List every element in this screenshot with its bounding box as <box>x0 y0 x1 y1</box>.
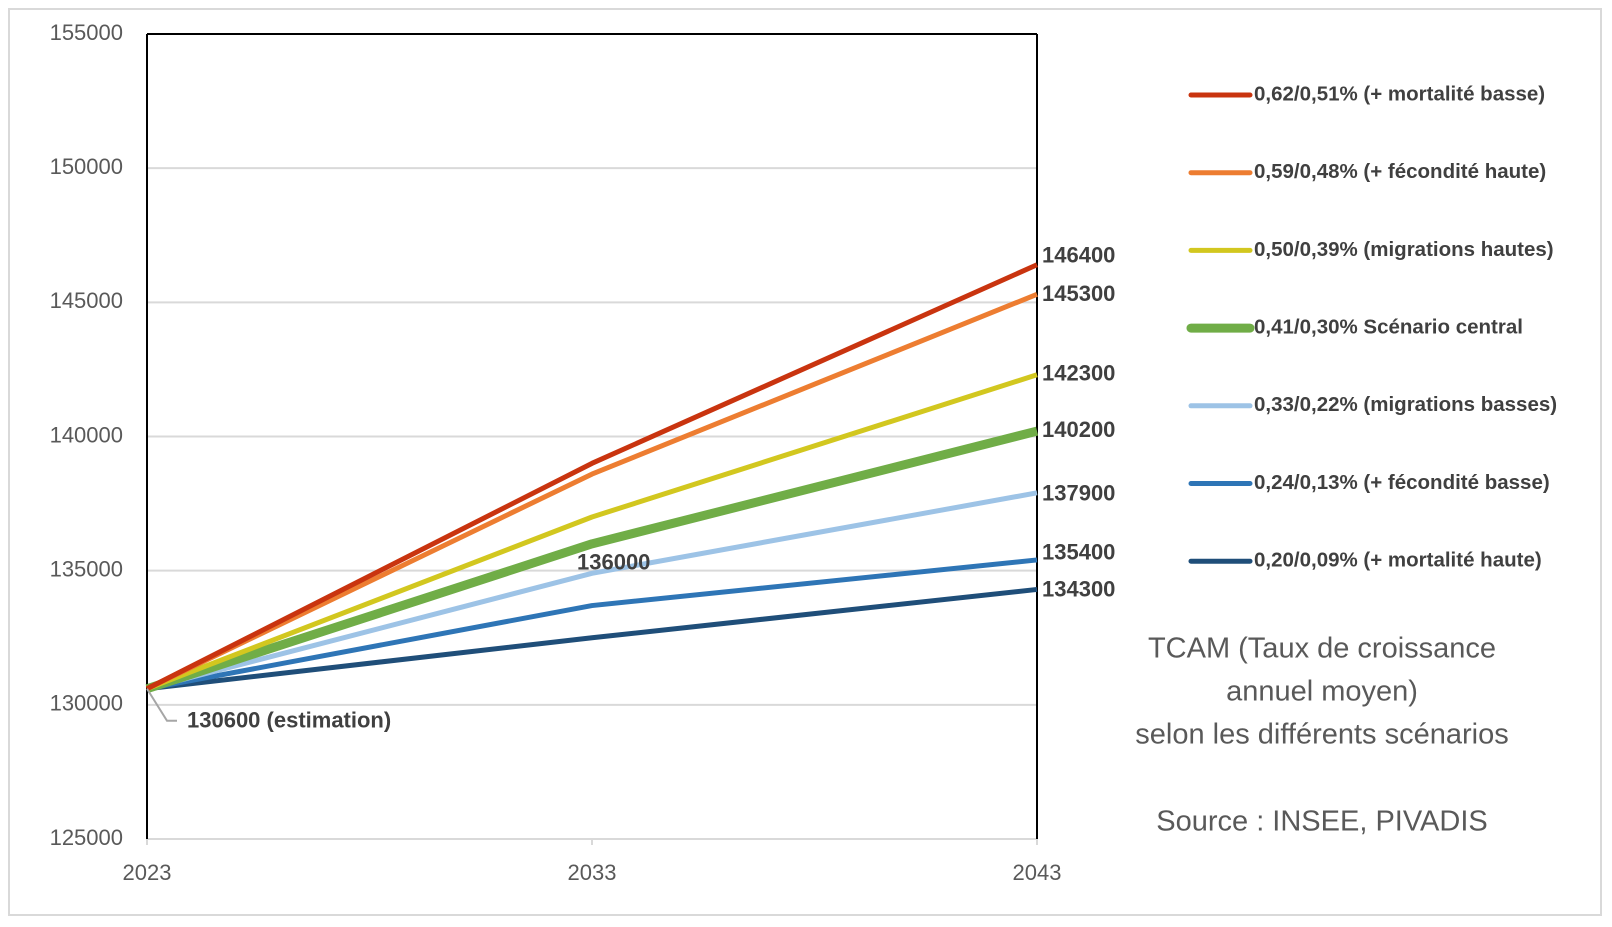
x-tick-label: 2023 <box>123 860 172 885</box>
y-tick-label: 155000 <box>50 20 123 45</box>
x-tick-label: 2033 <box>568 860 617 885</box>
series-line <box>146 586 1038 692</box>
legend-label: 0,62/0,51% (+ mortalité basse) <box>1254 82 1545 105</box>
series-line <box>145 426 1039 694</box>
data-label: 140200 <box>1042 417 1115 442</box>
y-tick-label: 150000 <box>50 154 123 179</box>
data-label: 145300 <box>1042 281 1115 306</box>
y-tick-label: 135000 <box>50 556 123 581</box>
y-tick-label: 140000 <box>50 422 123 447</box>
annotation: annuel moyen) <box>1226 676 1418 708</box>
data-label: 142300 <box>1042 361 1115 386</box>
y-tick-label: 125000 <box>50 825 123 850</box>
data-label: 135400 <box>1042 540 1115 565</box>
data-label: 130600 (estimation) <box>187 708 391 733</box>
legend-label: 0,50/0,39% (migrations hautes) <box>1254 238 1554 261</box>
legend-label: 0,33/0,22% (migrations basses) <box>1254 393 1557 416</box>
series-line <box>145 262 1039 691</box>
x-tick-label: 2043 <box>1013 860 1062 885</box>
series-line <box>145 291 1038 691</box>
y-tick-label: 145000 <box>50 288 123 313</box>
legend-label: 0,24/0,13% (+ fécondité basse) <box>1254 471 1550 494</box>
annotation: selon les différents scénarios <box>1135 719 1508 751</box>
legend-label: 0,59/0,48% (+ fécondité haute) <box>1254 160 1546 183</box>
source: Source : INSEE, PIVADIS <box>1156 806 1487 838</box>
series-line <box>146 557 1038 692</box>
legend-label: 0,41/0,30% Scénario central <box>1254 316 1523 339</box>
data-label: 136000 <box>577 550 650 575</box>
leader-line <box>146 688 177 722</box>
data-label: 137900 <box>1042 481 1115 506</box>
data-label: 134300 <box>1042 576 1115 601</box>
data-label: 146400 <box>1042 243 1115 268</box>
annotation: TCAM (Taux de croissance <box>1148 633 1496 665</box>
legend-label: 0,20/0,09% (+ mortalité haute) <box>1254 549 1542 572</box>
y-tick-label: 130000 <box>50 691 123 716</box>
series-line <box>146 490 1038 692</box>
chart-border <box>8 8 1602 916</box>
series-line <box>146 372 1038 692</box>
